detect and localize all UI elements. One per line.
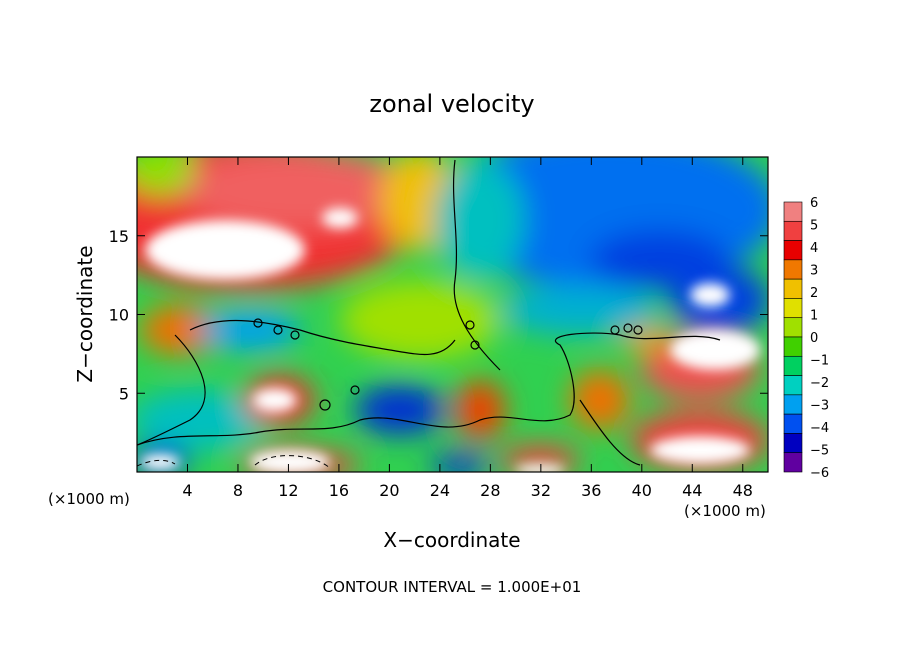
colorbar-swatch bbox=[783, 452, 803, 473]
colorbar-swatch bbox=[783, 240, 803, 261]
colorbar-label: 6 bbox=[810, 196, 818, 211]
y-axis-label: Z−coordinate bbox=[73, 245, 97, 382]
x-tick-label: 4 bbox=[182, 481, 192, 500]
colorbar-label: 2 bbox=[810, 286, 818, 301]
x-unit-right: (×1000 m) bbox=[684, 502, 766, 520]
colorbar-label: 5 bbox=[810, 219, 818, 234]
x-axis-label: X−coordinate bbox=[383, 528, 520, 552]
heatmap-field bbox=[137, 157, 768, 472]
colorbar-swatch bbox=[783, 413, 803, 434]
colorbar-swatch bbox=[783, 375, 803, 396]
x-tick-label: 40 bbox=[632, 481, 652, 500]
colorbar-swatch bbox=[783, 220, 803, 241]
colorbar-swatch bbox=[783, 298, 803, 319]
chart-title: zonal velocity bbox=[369, 90, 534, 118]
colorbar-label: 3 bbox=[810, 264, 818, 279]
x-tick-label: 36 bbox=[581, 481, 601, 500]
x-tick-label: 12 bbox=[278, 481, 298, 500]
colorbar-swatch bbox=[783, 259, 803, 280]
x-tick-label: 24 bbox=[430, 481, 450, 500]
x-tick-label: 8 bbox=[233, 481, 243, 500]
y-tick-label: 10 bbox=[109, 306, 129, 325]
y-tick-label: 15 bbox=[109, 227, 129, 246]
colorbar-label: 1 bbox=[810, 309, 818, 324]
x-tick-label: 44 bbox=[682, 481, 702, 500]
colorbar-label: −5 bbox=[810, 444, 829, 459]
colorbar-label: 4 bbox=[810, 241, 818, 256]
colorbar-label: 0 bbox=[810, 331, 818, 346]
colorbar-swatch bbox=[783, 201, 803, 222]
colorbar: 6 5 4 3 2 1 0 −1 −2 −3 −4 −5 −6 bbox=[783, 196, 829, 481]
colorbar-label: −4 bbox=[810, 421, 829, 436]
x-tick-label: 32 bbox=[531, 481, 551, 500]
y-axis: 5 10 15 bbox=[109, 227, 768, 403]
colorbar-label: −1 bbox=[810, 354, 829, 369]
colorbar-label: −3 bbox=[810, 399, 829, 414]
x-axis: 4 8 12 16 20 24 28 32 36 40 44 48 bbox=[182, 157, 753, 500]
contour-interval-note: CONTOUR INTERVAL = 1.000E+01 bbox=[323, 578, 582, 596]
colorbar-swatch bbox=[783, 394, 803, 415]
x-tick-label: 48 bbox=[733, 481, 753, 500]
colorbar-swatch bbox=[783, 336, 803, 357]
colorbar-swatch bbox=[783, 317, 803, 338]
colorbar-swatch bbox=[783, 355, 803, 376]
x-tick-label: 20 bbox=[379, 481, 399, 500]
colorbar-swatch bbox=[783, 278, 803, 299]
x-unit-left: (×1000 m) bbox=[48, 490, 130, 508]
colorbar-label: −6 bbox=[810, 466, 829, 481]
x-tick-label: 28 bbox=[480, 481, 500, 500]
colorbar-label: −2 bbox=[810, 376, 829, 391]
x-tick-label: 16 bbox=[329, 481, 349, 500]
colorbar-swatch bbox=[783, 433, 803, 454]
y-tick-label: 5 bbox=[119, 384, 129, 403]
